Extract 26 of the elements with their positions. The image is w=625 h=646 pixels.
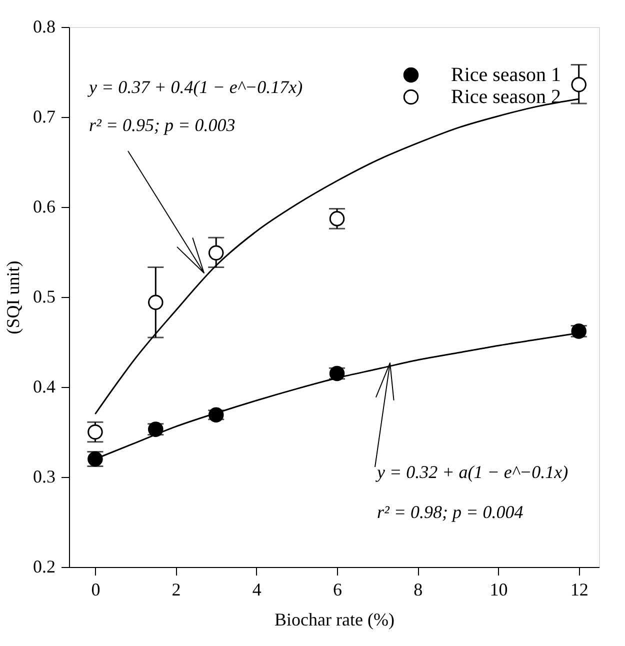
x-tick-label: 8	[414, 580, 423, 600]
point	[571, 76, 586, 92]
y-tick-label: 0.5	[33, 286, 56, 306]
x-tick-label: 6	[333, 580, 342, 600]
y-tick-label: 0.2	[33, 556, 56, 576]
point	[148, 294, 164, 310]
x-tick-label: 2	[172, 580, 181, 600]
point	[208, 245, 224, 261]
y-tick-label: 0.3	[33, 466, 56, 486]
point	[88, 424, 103, 440]
annotation: r² = 0.98; p = 0.004	[377, 502, 524, 522]
y-tick-label: 0.4	[33, 376, 56, 396]
x-tick-label: 4	[252, 580, 262, 600]
y-tick-label: 0.8	[33, 16, 56, 36]
point	[329, 211, 345, 226]
x-tick-label: 10	[490, 580, 508, 600]
annotation: y = 0.32 + a(1 − e^−0.1x)	[375, 462, 568, 482]
legend-label: Rice season 1	[451, 64, 561, 86]
x-axis-title: Biochar rate (%)	[274, 610, 394, 630]
annotation: y = 0.37 + 0.4(1 − e^−0.17x)	[87, 77, 303, 97]
x-tick-label: 12	[570, 580, 588, 600]
annotation: r² = 0.95; p = 0.003	[89, 115, 236, 135]
y-tick-label: 0.7	[33, 106, 56, 126]
y-tick-label: 0.6	[33, 196, 56, 216]
x-tick-label: 0	[91, 580, 100, 600]
y-axis-title: (SQI unit)	[3, 260, 23, 334]
